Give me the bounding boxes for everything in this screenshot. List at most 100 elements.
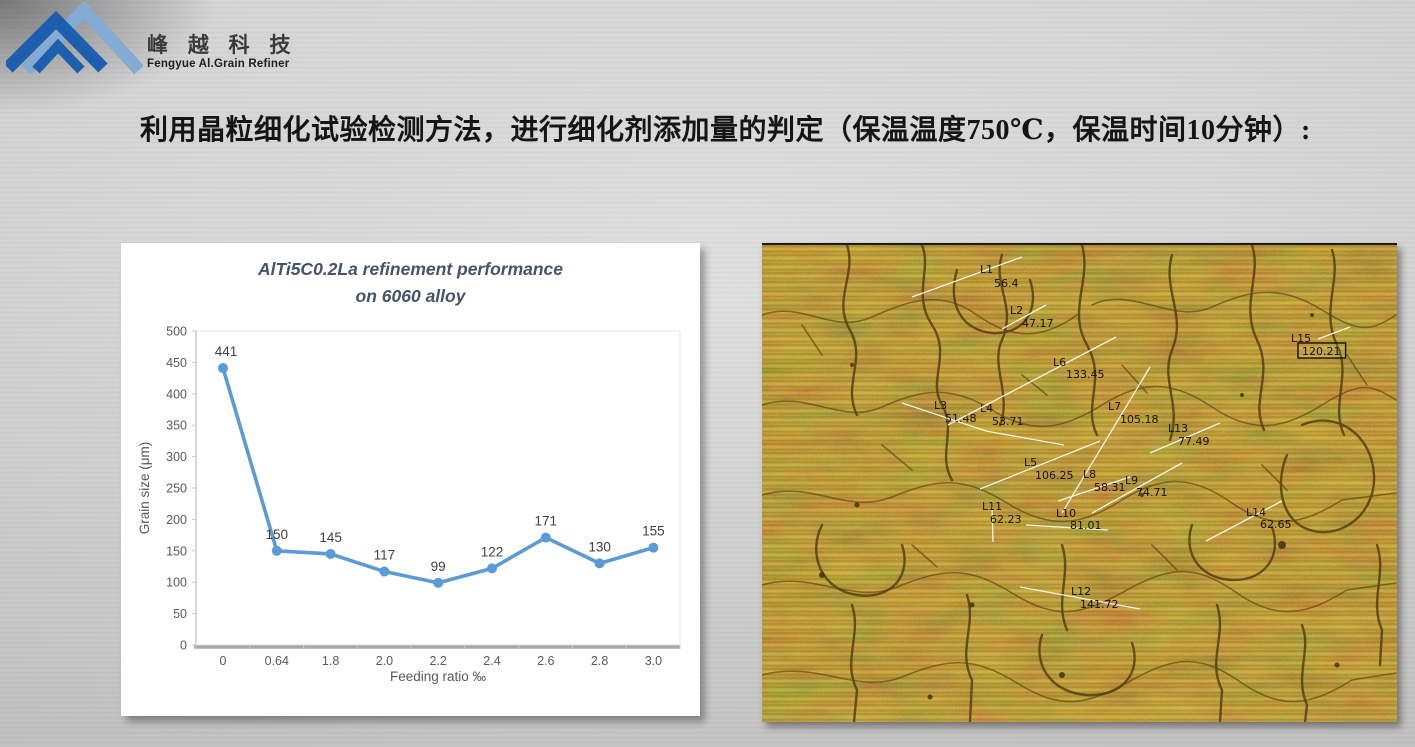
measurement-value: 81.01: [1070, 519, 1102, 532]
measurement-line: [1001, 304, 1047, 330]
chart-panel: AlTi5C0.2La refinement performance on 60…: [121, 243, 700, 716]
x-axis-title: Feeding ratio ‰: [390, 669, 487, 684]
measurement-line: [911, 256, 1023, 298]
data-point: [325, 548, 336, 559]
measurement-value: 58.31: [1094, 481, 1126, 494]
measurement-value: 47.17: [1022, 317, 1054, 330]
measurement-line: [1061, 366, 1151, 514]
measurement-id: L13: [1168, 422, 1188, 435]
measurement-value: 56.4: [994, 277, 1019, 290]
chart-title-line2: on 6060 alloy: [355, 286, 466, 306]
measurement-id: L1: [980, 263, 993, 276]
x-tick-label: 0: [220, 654, 227, 668]
measurement-id: L11: [982, 500, 1002, 513]
y-tick-label: 200: [166, 513, 187, 527]
x-tick-label: 2.0: [376, 654, 393, 668]
y-tick-label: 250: [166, 482, 187, 496]
measurement-line: [1205, 500, 1283, 542]
data-point: [218, 363, 228, 374]
data-point: [487, 563, 497, 574]
data-label: 441: [215, 344, 238, 359]
value-box: [1297, 342, 1347, 359]
measurement-id: L9: [1125, 474, 1138, 487]
measurement-line: [985, 430, 1065, 446]
data-label: 122: [481, 544, 504, 559]
x-tick-label: 2.8: [591, 654, 608, 668]
micrograph-image: L156.4L247.17L351.48L453.71L5106.25L6133…: [762, 243, 1397, 722]
measurement-value: 62.65: [1260, 518, 1292, 531]
measurement-value: 141.72: [1080, 598, 1119, 611]
measurement-id: L12: [1071, 585, 1091, 598]
measurement-value: 105.18: [1120, 413, 1159, 426]
data-label: 171: [535, 514, 558, 529]
y-tick-label: 300: [166, 450, 187, 464]
measurement-line: [901, 402, 987, 432]
measurement-line: [1149, 422, 1221, 454]
logo-title: 峰 越 科 技: [147, 34, 298, 57]
measurement-value: 74.71: [1136, 486, 1168, 499]
y-tick-label: 350: [166, 419, 187, 433]
data-point: [433, 577, 444, 588]
measurement-id: L15: [1291, 332, 1311, 345]
measurement-value: 77.49: [1178, 435, 1210, 448]
data-label: 130: [588, 539, 611, 554]
measurement-id: L7: [1108, 400, 1121, 413]
x-tick-label: 0.64: [265, 654, 289, 668]
measurement-value: 106.25: [1035, 469, 1074, 482]
measurement-id: L3: [934, 399, 947, 412]
grain-boundaries: [815, 245, 1384, 722]
data-point: [648, 542, 659, 553]
measurement-id: L2: [1010, 304, 1023, 317]
measurement-value: 120.21: [1302, 345, 1341, 358]
measurement-id: L6: [1053, 356, 1066, 369]
measurement-line: [1091, 462, 1183, 514]
measurement-value: 62.23: [990, 513, 1022, 526]
logo-mountain-icon: [6, 2, 143, 75]
grain-boundaries-fine: [762, 291, 1397, 703]
y-tick-label: 100: [166, 576, 187, 590]
line-chart: 0 50 100 150 200 250 300 350 400 450 500 0 0.64 1.8 2.…: [137, 325, 681, 684]
measurement-line: [1019, 586, 1141, 610]
chart-title-line1: AlTi5C0.2La refinement performance: [257, 259, 564, 279]
measurement-line: [1025, 524, 1109, 531]
measurement-value: 133.45: [1066, 368, 1105, 381]
data-label: 117: [374, 548, 396, 563]
measurement-value: 53.71: [992, 415, 1024, 428]
measurement-id: L10: [1056, 507, 1076, 520]
data-label: 99: [431, 559, 446, 574]
y-tick-label: 500: [166, 325, 187, 339]
chart-title: AlTi5C0.2La refinement performance on 60…: [121, 256, 700, 310]
x-tick-label: 2.4: [483, 654, 500, 668]
x-tick-label: 2.2: [430, 654, 447, 668]
measurement-id: L14: [1246, 506, 1266, 519]
measurement-line: [1057, 476, 1131, 502]
data-point: [594, 558, 605, 569]
data-label: 150: [266, 527, 289, 542]
data-label: 155: [642, 524, 665, 539]
measurement-annotations: L156.4L247.17L351.48L453.71L5106.25L6133…: [901, 256, 1351, 611]
measurement-line: [947, 336, 1117, 426]
micrograph-texture: L156.4L247.17L351.48L453.71L5106.25L6133…: [762, 245, 1397, 722]
measurement-line: [991, 506, 994, 543]
data-point: [379, 566, 390, 577]
measurement-line: [1317, 326, 1351, 340]
y-tick-label: 400: [166, 387, 187, 401]
inclusion-spots: [819, 313, 1340, 700]
measurement-id: L8: [1083, 468, 1096, 481]
plot-border: [195, 330, 681, 646]
x-tick-label: 2.6: [537, 654, 554, 668]
